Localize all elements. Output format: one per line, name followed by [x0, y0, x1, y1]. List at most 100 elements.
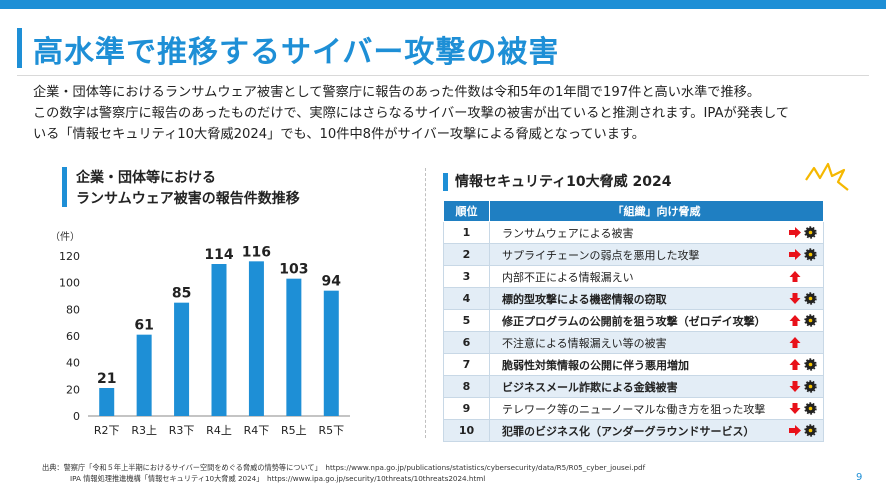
threat-cell: 修正プログラムの公開前を狙う攻撃（ゼロデイ攻撃）	[489, 309, 824, 332]
row-marks	[788, 270, 817, 283]
threat-cell: 不注意による情報漏えい等の被害	[489, 331, 824, 354]
table-row: 5 修正プログラムの公開前を狙う攻撃（ゼロデイ攻撃）	[443, 309, 824, 332]
cyber-attack-icon	[804, 424, 817, 437]
threat-label: サプライチェーンの弱点を悪用した攻撃	[502, 248, 700, 262]
threat-cell: 脆弱性対策情報の公開に伴う悪用増加	[489, 353, 824, 376]
threat-label: 不注意による情報漏えい等の被害	[502, 336, 667, 350]
y-axis-unit-label: （件）	[50, 231, 80, 243]
table-row: 1 ランサムウェアによる被害	[443, 221, 824, 244]
chart-bar	[99, 388, 115, 416]
rank-cell: 8	[443, 375, 490, 398]
y-tick-label: 80	[66, 303, 80, 316]
x-axis-labels: R2下 R3上 R3下 R4上 R4下 R5上 R5下	[94, 424, 344, 437]
chart-data-labels: 21 61 85 114 116 103 94	[97, 244, 341, 387]
trend-right-arrow-icon	[789, 425, 801, 436]
bar-value-label: 103	[279, 262, 308, 278]
threat-cell: テレワーク等のニューノーマルな働き方を狙った攻撃	[489, 397, 824, 420]
slide-title: 高水準で推移するサイバー攻撃の被害	[33, 35, 560, 70]
rank-cell: 9	[443, 397, 490, 420]
threat-table-body: 1 ランサムウェアによる被害 2 サプライチェーンの弱点を悪用した攻撃 3 内部不正による…	[443, 221, 824, 442]
title-accent-bar	[17, 28, 22, 68]
x-tick-label: R4上	[206, 424, 232, 437]
x-tick-label: R2下	[94, 424, 120, 437]
x-tick-label: R5下	[318, 424, 344, 437]
right-heading-accent	[443, 173, 448, 191]
left-heading-accent	[62, 167, 67, 207]
slide-description: 企業・団体等におけるランサムウェア被害として警察庁に報告のあった件数は令和5年の…	[33, 82, 853, 145]
x-tick-label: R4下	[244, 424, 270, 437]
bar-value-label: 85	[172, 286, 191, 302]
y-axis-ticks: 0 20 40 60 80 100 120	[59, 250, 80, 423]
threat-label: 脆弱性対策情報の公開に伴う悪用増加	[502, 358, 689, 372]
row-marks	[788, 402, 817, 415]
row-marks	[788, 358, 817, 371]
row-marks	[788, 314, 817, 327]
rank-cell: 5	[443, 309, 490, 332]
table-row: 8 ビジネスメール詐欺による金銭被害	[443, 375, 824, 398]
left-heading-line1: 企業・団体等における	[76, 170, 216, 186]
title-divider	[17, 75, 869, 76]
threat-label: ランサムウェアによる被害	[502, 226, 634, 240]
trend-up-arrow-icon	[789, 315, 801, 326]
table-row: 3 内部不正による情報漏えい	[443, 265, 824, 288]
cyber-attack-icon	[804, 226, 817, 239]
y-tick-label: 120	[59, 250, 80, 263]
cyber-attack-icon	[804, 292, 817, 305]
column-header-rank: 順位	[443, 200, 490, 222]
rank-cell: 10	[443, 419, 490, 442]
bar-value-label: 21	[97, 371, 116, 387]
cyber-attack-icon	[804, 248, 817, 261]
trend-down-arrow-icon	[789, 381, 801, 392]
threat-cell: 標的型攻撃による機密情報の窃取	[489, 287, 824, 310]
trend-down-arrow-icon	[789, 293, 801, 304]
x-tick-label: R5上	[281, 424, 307, 437]
source-footer: 出典：警察庁「令和５年上半期におけるサイバー空間をめぐる脅威の情勢等について」 …	[42, 462, 645, 484]
bar-value-label: 94	[322, 274, 342, 290]
chart-bar	[136, 334, 152, 416]
cyber-attack-icon	[804, 358, 817, 371]
chart-bar	[174, 302, 190, 416]
cyber-attack-icon	[804, 314, 817, 327]
bar-value-label: 114	[204, 247, 233, 263]
chart-bar	[248, 261, 264, 416]
x-tick-label: R3下	[169, 424, 195, 437]
rank-cell: 1	[443, 221, 490, 244]
threat-ranking-table: 順位 「組織」向け脅威 1 ランサムウェアによる被害 2 サプライチェーンの弱点を悪用…	[443, 200, 824, 442]
trend-up-arrow-icon	[789, 359, 801, 370]
table-row: 10 犯罪のビジネス化（アンダーグラウンドサービス）	[443, 419, 824, 442]
column-header-threat: 「組織」向け脅威	[489, 200, 824, 222]
y-tick-label: 60	[66, 330, 80, 343]
threat-label: テレワーク等のニューノーマルな働き方を狙った攻撃	[502, 402, 766, 416]
left-panel-heading: 企業・団体等における ランサムウェア被害の報告件数推移	[76, 168, 300, 210]
y-tick-label: 40	[66, 357, 80, 370]
row-marks	[788, 380, 817, 393]
right-panel-heading: 情報セキュリティ10大脅威 2024	[455, 174, 672, 190]
row-marks	[788, 248, 817, 261]
threat-cell: ランサムウェアによる被害	[489, 221, 824, 244]
trend-right-arrow-icon	[789, 227, 801, 238]
description-line: いる「情報セキュリティ10大脅威2024」でも、10件中8件がサイバー攻撃による…	[33, 127, 645, 142]
rank-cell: 3	[443, 265, 490, 288]
rank-cell: 2	[443, 243, 490, 266]
table-row: 7 脆弱性対策情報の公開に伴う悪用増加	[443, 353, 824, 376]
threat-label: 標的型攻撃による機密情報の窃取	[502, 292, 667, 306]
row-marks	[788, 226, 817, 239]
y-tick-label: 100	[59, 277, 80, 290]
threat-label: 修正プログラムの公開前を狙う攻撃（ゼロデイ攻撃）	[502, 314, 766, 328]
rank-cell: 4	[443, 287, 490, 310]
table-row: 2 サプライチェーンの弱点を悪用した攻撃	[443, 243, 824, 266]
row-marks	[788, 336, 817, 349]
description-line: 企業・団体等におけるランサムウェア被害として警察庁に報告のあった件数は令和5年の…	[33, 85, 761, 100]
table-row: 6 不注意による情報漏えい等の被害	[443, 331, 824, 354]
y-tick-label: 0	[73, 410, 80, 423]
description-line: この数字は警察庁に報告のあったものだけで、実際にはさらなるサイバー攻撃の被害が出…	[33, 106, 790, 121]
burst-icon	[805, 162, 849, 191]
trend-up-arrow-icon	[789, 337, 801, 348]
threat-label: 犯罪のビジネス化（アンダーグラウンドサービス）	[502, 424, 755, 438]
footer-source-line2: IPA 情報処理推進機構「情報セキュリティ10大脅威 2024」 https:/…	[70, 474, 486, 483]
cyber-attack-icon	[804, 402, 817, 415]
cyber-attack-icon	[804, 270, 817, 283]
bar-value-label: 116	[242, 244, 271, 260]
cyber-attack-icon	[804, 336, 817, 349]
trend-up-arrow-icon	[789, 271, 801, 282]
